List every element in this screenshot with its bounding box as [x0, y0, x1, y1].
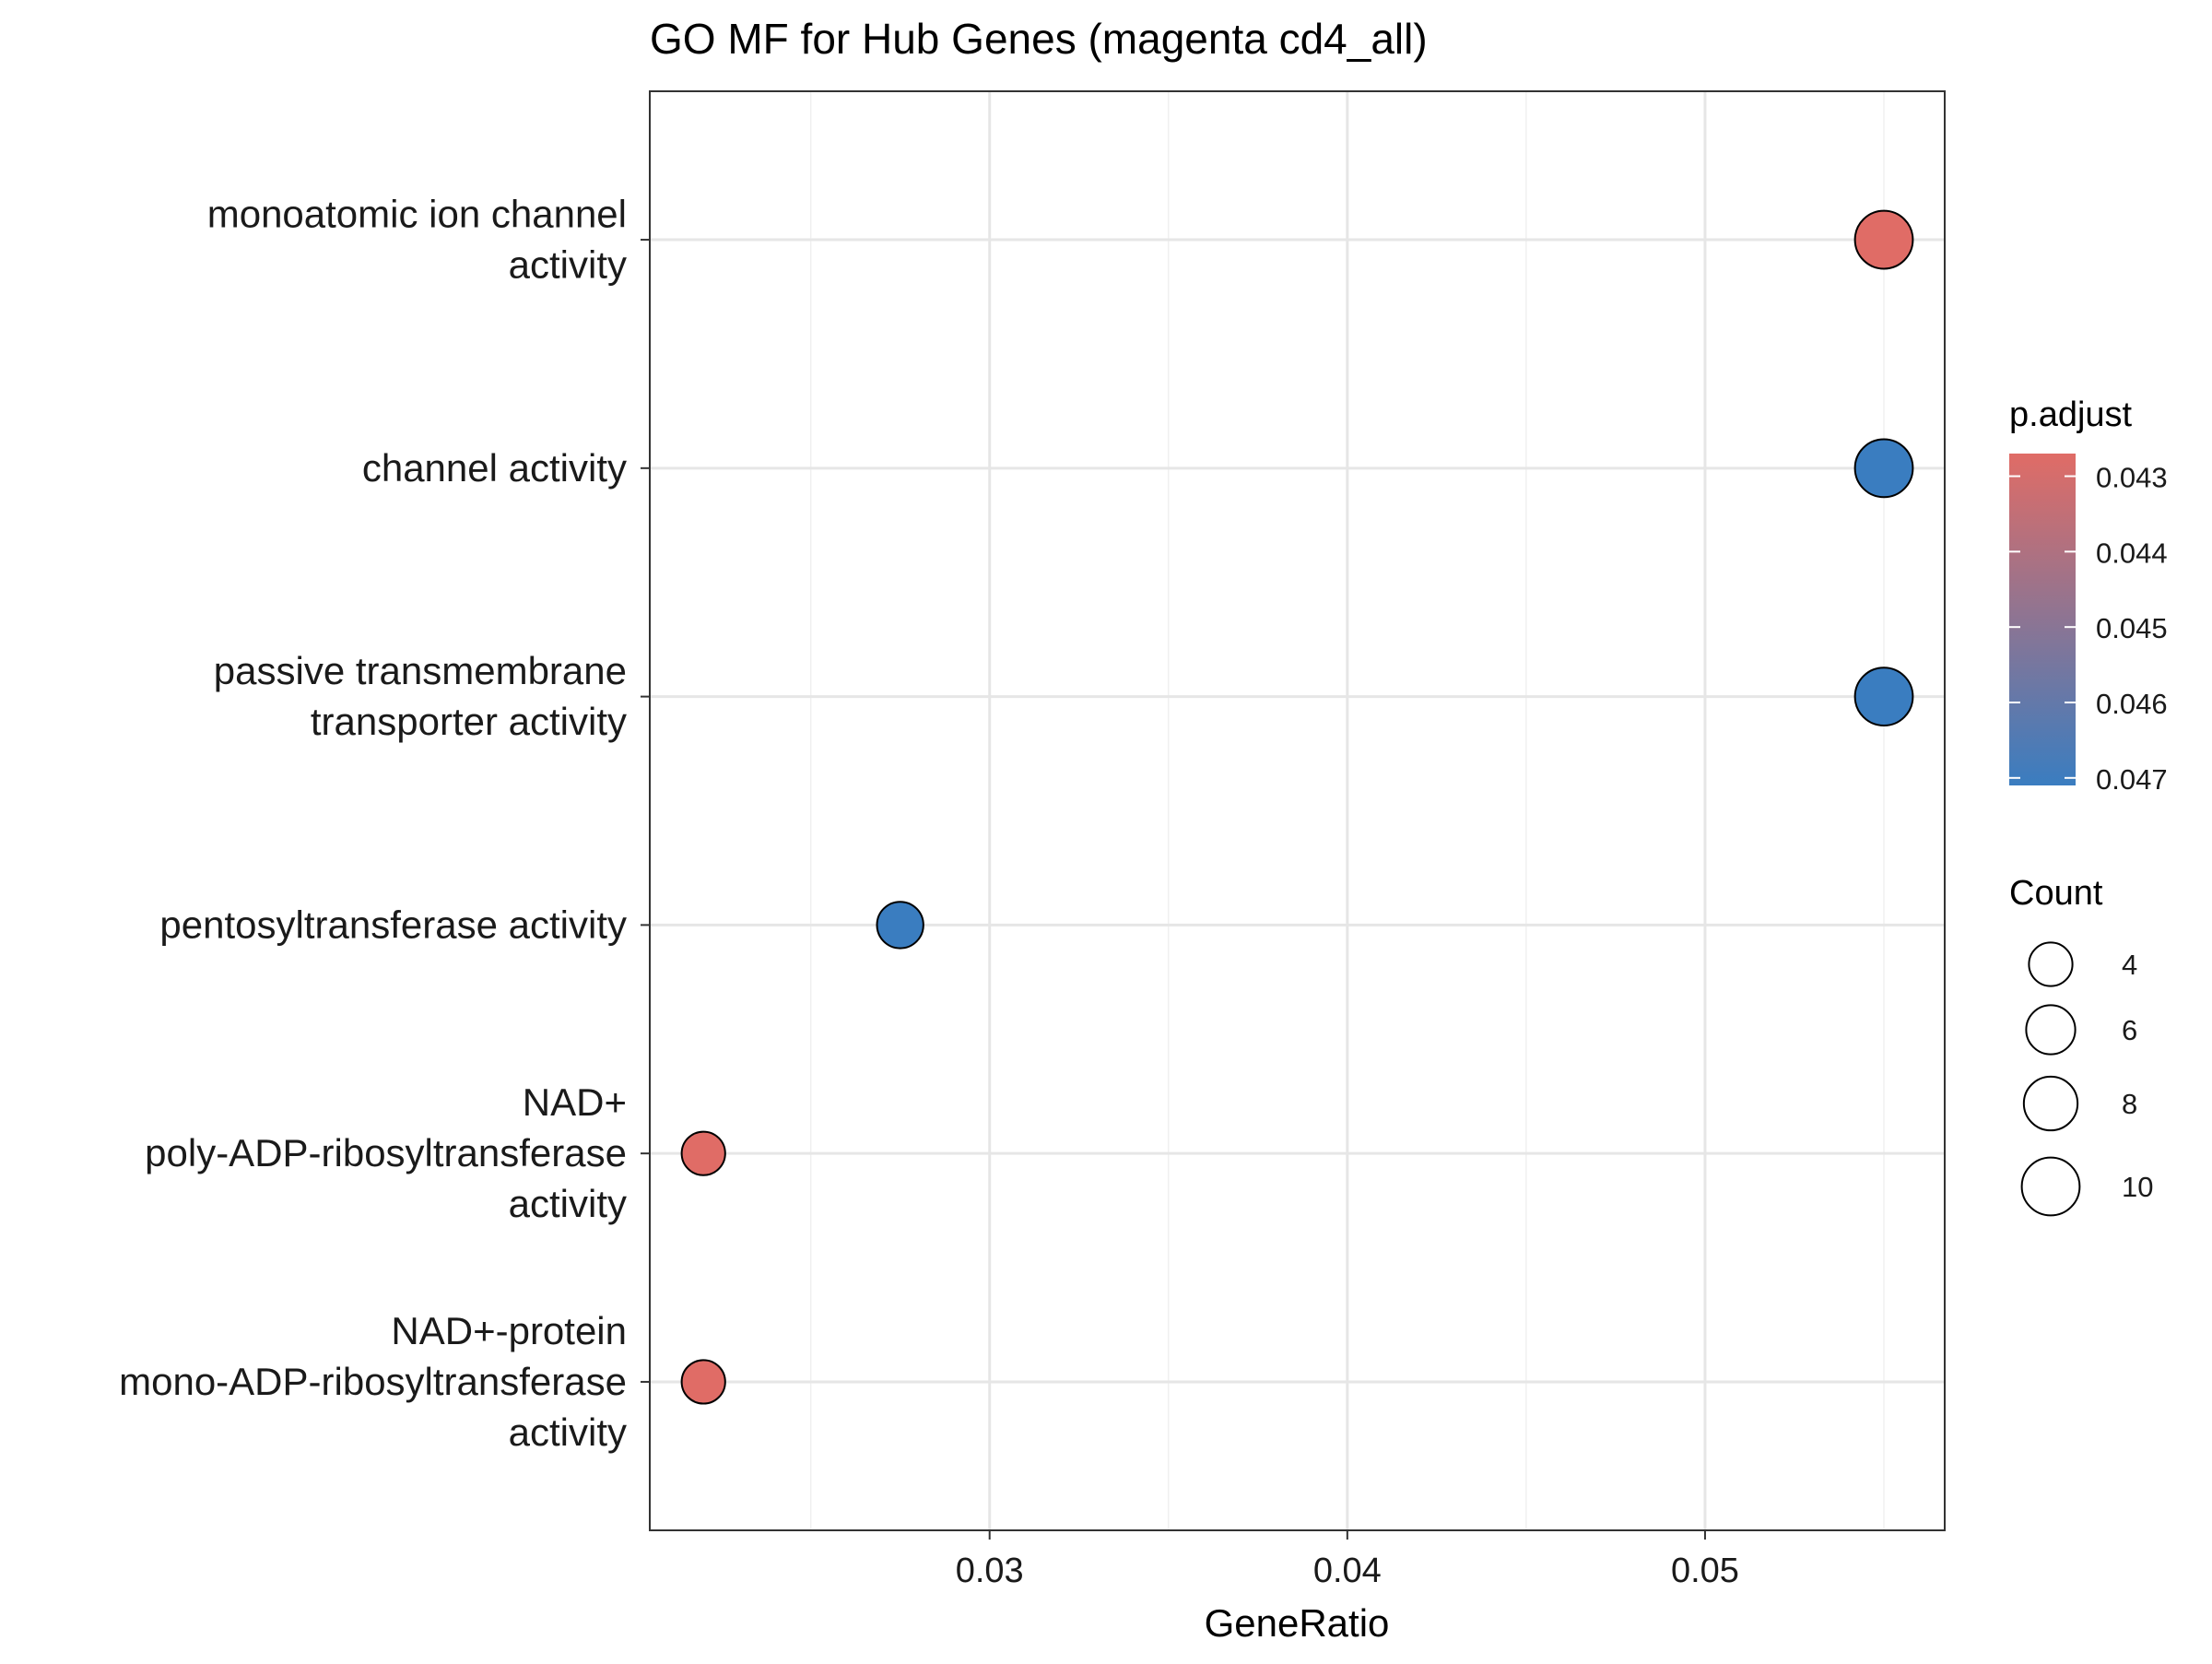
y-tick-label: passive transmembrane	[214, 649, 627, 692]
panel-border	[649, 90, 1946, 1531]
color-bar-label: 0.046	[2096, 688, 2168, 720]
y-tick-label: poly-ADP-ribosyltransferase	[145, 1131, 627, 1174]
y-tick-label: activity	[509, 1182, 627, 1225]
color-bar-label: 0.043	[2096, 462, 2168, 494]
data-points	[680, 209, 1914, 1405]
y-tick-label: transporter activity	[311, 700, 627, 743]
data-point	[876, 901, 924, 950]
size-legend-title: Count	[2009, 874, 2103, 913]
size-legend: Count 4 6 8 10	[2009, 874, 2153, 1217]
y-axis: monoatomic ion channel activity channel ac…	[119, 193, 650, 1454]
color-legend: p.adjust 0.043 0.044 0.045 0.046 0.047	[2009, 395, 2168, 796]
size-key-label: 6	[2122, 1014, 2137, 1046]
y-tick-label: mono-ADP-ribosyltransferase	[119, 1360, 627, 1403]
color-bar-label: 0.045	[2096, 612, 2168, 644]
size-key-circle	[2028, 941, 2074, 987]
y-tick-label: activity	[509, 243, 627, 287]
size-key-label: 4	[2122, 949, 2137, 981]
data-point	[680, 1359, 726, 1405]
data-point	[1853, 209, 1914, 270]
y-tick-label: NAD+	[523, 1080, 627, 1124]
y-tick-label: channel activity	[362, 446, 627, 490]
color-legend-title: p.adjust	[2009, 395, 2133, 434]
size-key-label: 10	[2122, 1171, 2153, 1203]
x-tick-label: 0.05	[1671, 1552, 1739, 1590]
plot-area	[649, 90, 1946, 1531]
data-point	[1853, 667, 1914, 726]
x-axis-title: GeneRatio	[1205, 1601, 1390, 1645]
color-bar	[2009, 454, 2076, 785]
data-point	[1853, 438, 1914, 499]
y-tick-label: pentosyltransferase activity	[159, 903, 627, 946]
grid-major	[650, 91, 1945, 1530]
size-key-circle	[2022, 1075, 2079, 1132]
size-key-label: 8	[2122, 1088, 2137, 1120]
x-tick-label: 0.04	[1313, 1552, 1382, 1590]
chart-title: GO MF for Hub Genes (magenta cd4_all)	[650, 15, 1428, 63]
size-key-circle	[2025, 1004, 2077, 1056]
y-tick-label: monoatomic ion channel	[207, 193, 627, 236]
y-tick-label: NAD+-protein	[391, 1309, 627, 1352]
x-tick-label: 0.03	[956, 1552, 1024, 1590]
data-point	[680, 1130, 726, 1176]
color-bar-label: 0.047	[2096, 763, 2168, 796]
x-axis: 0.03 0.04 0.05	[956, 1530, 1739, 1590]
grid-minor	[809, 91, 1885, 1530]
color-bar-label: 0.044	[2096, 537, 2168, 569]
y-tick-label: activity	[509, 1410, 627, 1454]
size-key-circle	[2020, 1156, 2081, 1217]
